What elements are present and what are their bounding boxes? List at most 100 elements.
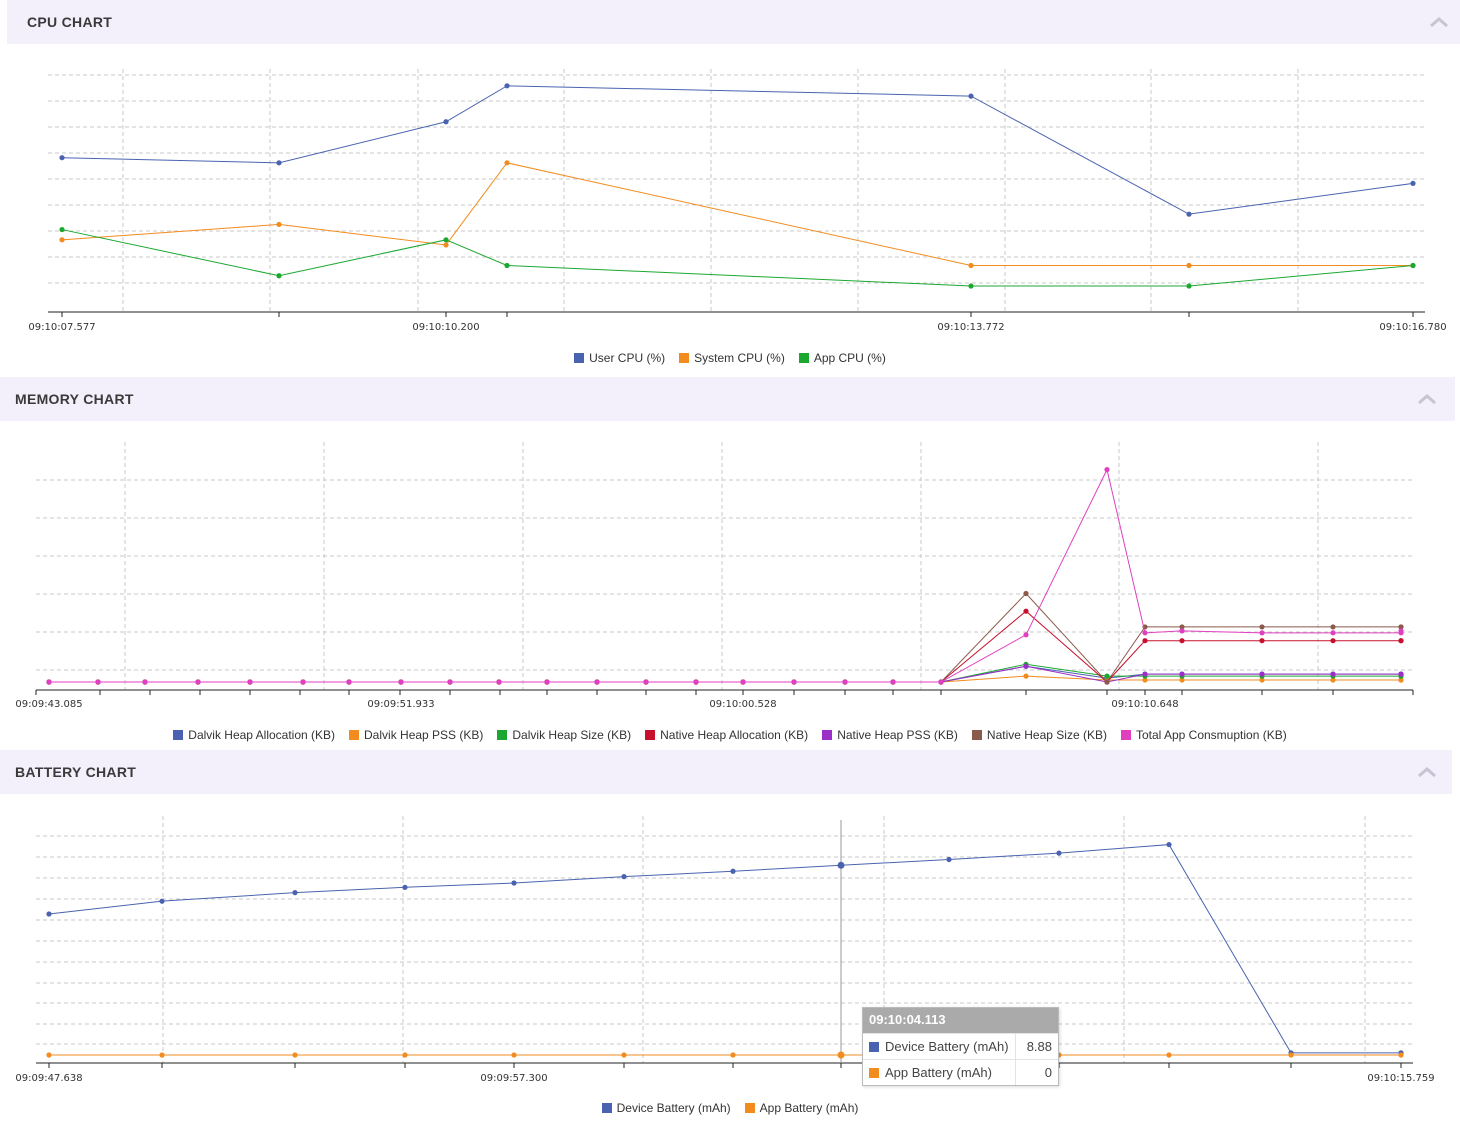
data-point[interactable] — [402, 884, 408, 890]
data-point[interactable] — [1179, 628, 1185, 634]
data-point[interactable] — [1179, 624, 1185, 630]
data-point[interactable] — [1166, 1052, 1172, 1058]
data-point[interactable] — [1023, 663, 1029, 669]
data-point[interactable] — [968, 93, 974, 99]
data-point[interactable] — [159, 898, 165, 904]
data-point[interactable] — [504, 262, 510, 269]
data-point[interactable] — [59, 155, 65, 161]
legend-item[interactable]: Native Heap Allocation (KB) — [645, 728, 808, 742]
legend-item[interactable]: App Battery (mAh) — [744, 1101, 858, 1115]
data-point[interactable] — [142, 679, 148, 685]
data-point[interactable] — [1186, 283, 1192, 289]
cpu-collapse-button[interactable] — [1426, 9, 1452, 35]
data-point[interactable] — [1186, 262, 1192, 269]
legend-item[interactable]: Dalvik Heap Size (KB) — [497, 728, 631, 742]
legend-item[interactable]: Native Heap PSS (KB) — [822, 728, 958, 742]
data-point[interactable] — [59, 237, 65, 243]
data-point[interactable] — [443, 242, 449, 248]
data-point[interactable] — [1142, 671, 1148, 677]
memory-collapse-button[interactable] — [1414, 386, 1440, 412]
data-point[interactable] — [1398, 628, 1404, 634]
data-point[interactable] — [504, 83, 510, 89]
data-point[interactable] — [621, 874, 627, 880]
legend-item[interactable]: Native Heap Size (KB) — [971, 728, 1107, 742]
data-point[interactable] — [1023, 590, 1029, 597]
data-point[interactable] — [1398, 624, 1404, 630]
legend-item[interactable]: Dalvik Heap PSS (KB) — [349, 728, 483, 742]
data-point[interactable] — [1179, 677, 1185, 683]
data-point[interactable] — [292, 890, 298, 896]
legend-item[interactable]: System CPU (%) — [679, 351, 785, 365]
data-point[interactable] — [511, 1052, 517, 1058]
data-point[interactable] — [1142, 677, 1148, 683]
data-point[interactable] — [46, 1052, 52, 1058]
data-point[interactable] — [511, 880, 517, 886]
legend-item[interactable]: User CPU (%) — [574, 351, 665, 365]
data-point[interactable] — [496, 679, 502, 685]
data-point[interactable] — [740, 679, 746, 685]
data-point[interactable] — [1142, 638, 1148, 644]
data-point[interactable] — [693, 679, 699, 685]
data-point[interactable] — [247, 679, 253, 685]
data-point[interactable] — [443, 237, 449, 243]
data-point[interactable] — [1330, 630, 1336, 636]
data-point[interactable] — [276, 160, 282, 166]
data-point[interactable] — [1259, 677, 1265, 683]
legend-item[interactable]: Total App Consmuption (KB) — [1120, 728, 1287, 742]
data-point[interactable] — [890, 679, 896, 685]
legend-item[interactable]: App CPU (%) — [798, 351, 886, 365]
data-point[interactable] — [95, 679, 101, 685]
data-point[interactable] — [46, 679, 52, 685]
data-point[interactable] — [1186, 211, 1192, 217]
data-point[interactable] — [1398, 671, 1404, 677]
data-point[interactable] — [1288, 1052, 1294, 1058]
legend-item[interactable]: Device Battery (mAh) — [601, 1101, 731, 1115]
data-point[interactable] — [968, 262, 974, 269]
data-point[interactable] — [1056, 850, 1062, 856]
data-point[interactable] — [59, 226, 65, 233]
data-point[interactable] — [730, 868, 736, 874]
data-point[interactable] — [1023, 673, 1029, 679]
data-point[interactable] — [1023, 608, 1029, 614]
data-point[interactable] — [159, 1052, 165, 1058]
data-point[interactable] — [276, 273, 282, 279]
data-point[interactable] — [968, 283, 974, 289]
data-point[interactable] — [443, 119, 449, 125]
data-point[interactable] — [1398, 677, 1404, 683]
data-point[interactable] — [46, 911, 52, 917]
data-point[interactable] — [946, 856, 952, 863]
legend-item[interactable]: Dalvik Heap Allocation (KB) — [173, 728, 335, 742]
data-point[interactable] — [1330, 677, 1336, 683]
data-point[interactable] — [1259, 630, 1265, 636]
data-point[interactable] — [791, 679, 797, 685]
data-point[interactable] — [594, 679, 600, 685]
data-point[interactable] — [292, 1052, 298, 1058]
data-point[interactable] — [842, 679, 848, 685]
data-point[interactable] — [1259, 624, 1265, 630]
data-point[interactable] — [938, 679, 944, 685]
data-point[interactable] — [195, 679, 201, 685]
data-point[interactable] — [398, 679, 404, 685]
data-point[interactable] — [621, 1052, 627, 1058]
data-point[interactable] — [447, 679, 453, 685]
data-point[interactable] — [1398, 1052, 1404, 1058]
data-point[interactable] — [643, 679, 649, 685]
data-point[interactable] — [1179, 638, 1185, 644]
data-point[interactable] — [1104, 467, 1110, 473]
data-point[interactable] — [1330, 638, 1336, 644]
data-point[interactable] — [1104, 673, 1110, 679]
data-point[interactable] — [1179, 671, 1185, 677]
data-point[interactable] — [1410, 262, 1416, 269]
battery-collapse-button[interactable] — [1414, 759, 1440, 785]
data-point[interactable] — [504, 160, 510, 166]
data-point[interactable] — [1166, 841, 1172, 848]
data-point[interactable] — [276, 221, 282, 228]
data-point[interactable] — [1142, 630, 1148, 636]
data-point[interactable] — [402, 1052, 408, 1058]
data-point[interactable] — [837, 1051, 845, 1059]
data-point[interactable] — [730, 1052, 736, 1058]
data-point[interactable] — [1259, 638, 1265, 644]
data-point[interactable] — [1104, 679, 1110, 685]
data-point[interactable] — [544, 679, 550, 685]
data-point[interactable] — [300, 679, 306, 685]
